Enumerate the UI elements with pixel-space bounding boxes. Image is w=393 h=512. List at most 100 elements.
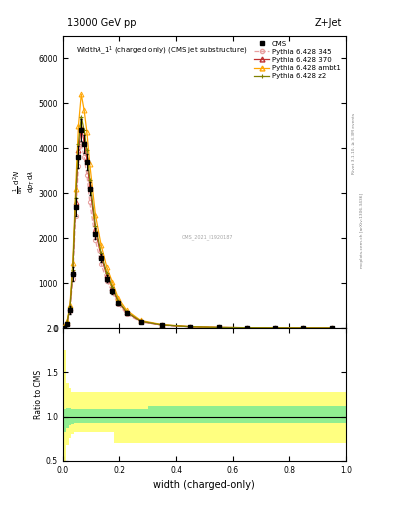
Pythia 6.428 370: [116, 298, 120, 305]
Pythia 6.428 ambt1: [76, 123, 81, 129]
Pythia 6.428 370: [62, 324, 67, 330]
Pythia 6.428 345: [160, 322, 164, 328]
Pythia 6.428 345: [73, 212, 78, 219]
Pythia 6.428 z2: [138, 318, 143, 324]
Pythia 6.428 345: [244, 325, 249, 331]
Line: Pythia 6.428 370: Pythia 6.428 370: [64, 128, 332, 328]
Pythia 6.428 ambt1: [87, 161, 92, 167]
Pythia 6.428 z2: [79, 114, 84, 120]
Pythia 6.428 345: [329, 325, 334, 331]
Pythia 6.428 370: [99, 253, 103, 259]
Pythia 6.428 345: [65, 321, 70, 327]
Pythia 6.428 345: [138, 319, 143, 325]
Pythia 6.428 z2: [273, 325, 277, 331]
Pythia 6.428 ambt1: [73, 185, 78, 191]
Pythia 6.428 ambt1: [99, 242, 103, 248]
Pythia 6.428 370: [76, 147, 81, 154]
Pythia 6.428 345: [76, 163, 81, 169]
Pythia 6.428 z2: [87, 177, 92, 183]
Pythia 6.428 345: [188, 324, 193, 330]
Pythia 6.428 370: [93, 227, 98, 233]
Pythia 6.428 370: [301, 325, 306, 331]
Text: Width$\lambda\_1^1$ (charged only) (CMS jet substructure): Width$\lambda\_1^1$ (charged only) (CMS …: [76, 45, 248, 57]
Pythia 6.428 345: [84, 172, 89, 178]
Pythia 6.428 370: [124, 309, 129, 315]
Pythia 6.428 z2: [62, 324, 67, 330]
Pythia 6.428 z2: [301, 325, 306, 331]
Pythia 6.428 ambt1: [160, 322, 164, 328]
Pythia 6.428 z2: [244, 325, 249, 331]
Text: 13000 GeV pp: 13000 GeV pp: [67, 18, 136, 28]
Pythia 6.428 345: [301, 325, 306, 331]
Text: Rivet 3.1.10, ≥ 3.3M events: Rivet 3.1.10, ≥ 3.3M events: [352, 113, 356, 174]
Pythia 6.428 ambt1: [329, 325, 334, 331]
Pythia 6.428 370: [329, 325, 334, 331]
Pythia 6.428 345: [87, 199, 92, 205]
Pythia 6.428 ambt1: [70, 260, 75, 266]
X-axis label: width (charged-only): width (charged-only): [154, 480, 255, 490]
Pythia 6.428 z2: [105, 270, 109, 276]
Pythia 6.428 370: [82, 138, 86, 144]
Pythia 6.428 z2: [160, 322, 164, 328]
Pythia 6.428 ambt1: [124, 307, 129, 313]
Pythia 6.428 370: [244, 325, 249, 331]
Pythia 6.428 z2: [116, 297, 120, 304]
Pythia 6.428 ambt1: [105, 264, 109, 270]
Pythia 6.428 ambt1: [62, 324, 67, 330]
Line: Pythia 6.428 ambt1: Pythia 6.428 ambt1: [64, 94, 332, 328]
Pythia 6.428 ambt1: [82, 107, 86, 113]
Pythia 6.428 345: [99, 261, 103, 267]
Line: Pythia 6.428 z2: Pythia 6.428 z2: [64, 117, 332, 328]
Pythia 6.428 z2: [82, 127, 86, 133]
Text: CMS_2021_I1920187: CMS_2021_I1920187: [182, 234, 233, 240]
Pythia 6.428 z2: [329, 325, 334, 331]
Pythia 6.428 ambt1: [65, 318, 70, 324]
Pythia 6.428 ambt1: [116, 294, 120, 301]
Pythia 6.428 370: [273, 325, 277, 331]
Pythia 6.428 z2: [73, 195, 78, 201]
Line: Pythia 6.428 345: Pythia 6.428 345: [64, 144, 332, 328]
Pythia 6.428 370: [68, 305, 72, 311]
Pythia 6.428 370: [79, 125, 84, 131]
Pythia 6.428 370: [70, 269, 75, 275]
Pythia 6.428 z2: [188, 324, 193, 330]
Pythia 6.428 z2: [124, 309, 129, 315]
Pythia 6.428 ambt1: [273, 325, 277, 331]
Pythia 6.428 370: [87, 183, 92, 189]
Pythia 6.428 345: [93, 237, 98, 243]
Pythia 6.428 ambt1: [188, 324, 193, 330]
Pythia 6.428 ambt1: [110, 279, 115, 285]
Pythia 6.428 370: [84, 156, 89, 162]
Pythia 6.428 345: [82, 154, 86, 160]
Pythia 6.428 370: [105, 272, 109, 279]
Pythia 6.428 ambt1: [68, 302, 72, 308]
Pythia 6.428 370: [110, 285, 115, 291]
Pythia 6.428 345: [79, 141, 84, 147]
Pythia 6.428 345: [124, 311, 129, 317]
Pythia 6.428 345: [273, 325, 277, 331]
Y-axis label: $\frac{1}{\mathrm{d}N}$ $\mathrm{d}^2N$
$\mathrm{d}p_T\,\mathrm{d}\lambda$: $\frac{1}{\mathrm{d}N}$ $\mathrm{d}^2N$ …: [11, 169, 37, 194]
Pythia 6.428 345: [105, 278, 109, 284]
Pythia 6.428 ambt1: [84, 130, 89, 136]
Pythia 6.428 ambt1: [216, 324, 221, 330]
Pythia 6.428 345: [70, 275, 75, 282]
Pythia 6.428 345: [216, 325, 221, 331]
Y-axis label: Ratio to CMS: Ratio to CMS: [34, 370, 43, 419]
Pythia 6.428 370: [73, 199, 78, 205]
Pythia 6.428 z2: [65, 319, 70, 325]
Pythia 6.428 ambt1: [93, 211, 98, 218]
Pythia 6.428 345: [62, 324, 67, 330]
Text: mcplots.cern.ch [arXiv:1306.3436]: mcplots.cern.ch [arXiv:1306.3436]: [360, 193, 364, 268]
Pythia 6.428 z2: [76, 141, 81, 147]
Pythia 6.428 370: [160, 322, 164, 328]
Text: Z+Jet: Z+Jet: [314, 18, 342, 28]
Pythia 6.428 370: [188, 324, 193, 330]
Pythia 6.428 z2: [99, 250, 103, 256]
Pythia 6.428 370: [216, 324, 221, 330]
Pythia 6.428 z2: [93, 223, 98, 229]
Pythia 6.428 ambt1: [301, 325, 306, 331]
Pythia 6.428 370: [138, 318, 143, 325]
Pythia 6.428 z2: [84, 147, 89, 154]
Pythia 6.428 ambt1: [79, 91, 84, 97]
Pythia 6.428 370: [65, 319, 70, 326]
